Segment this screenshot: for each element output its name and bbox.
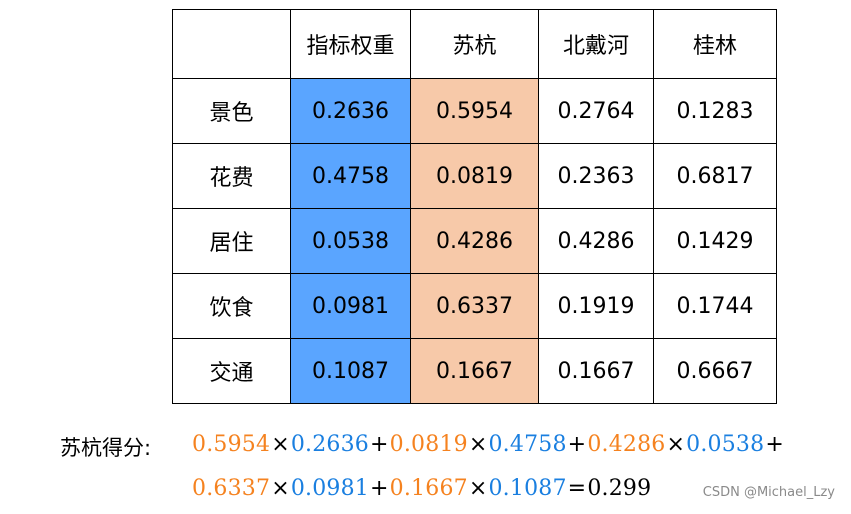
formula-label: 苏杭得分:: [60, 436, 152, 460]
row-label: 景色: [172, 78, 291, 144]
watermark: CSDN @Michael_Lzy: [702, 485, 835, 500]
formula-number: 0.0819: [389, 432, 468, 457]
beidaihe-cell: 0.1919: [538, 273, 654, 339]
weight-cell: 0.1087: [290, 338, 411, 404]
header-empty-cell: [172, 9, 291, 79]
guilin-cell: 0.1283: [653, 78, 777, 144]
formula-operator: +: [370, 476, 389, 501]
formula-operator: +: [370, 432, 389, 457]
table-row: 交通 0.1087 0.1667 0.1667 0.6667: [172, 338, 777, 404]
formula-number: 0.0981: [290, 476, 370, 501]
table-header-row: 指标权重 苏杭 北戴河 桂林: [172, 9, 777, 79]
row-label: 交通: [172, 338, 291, 404]
formula-number: 0.5954: [192, 432, 271, 457]
guilin-cell: 0.1744: [653, 273, 777, 339]
suhang-cell: 0.4286: [410, 208, 539, 274]
header-beidaihe: 北戴河: [538, 9, 654, 79]
guilin-cell: 0.6667: [653, 338, 777, 404]
beidaihe-cell: 0.2363: [538, 143, 654, 209]
formula-operator: +: [765, 432, 784, 457]
row-label: 饮食: [172, 273, 291, 339]
beidaihe-cell: 0.4286: [538, 208, 654, 274]
weight-cell: 0.0981: [290, 273, 411, 339]
table-row: 居住 0.0538 0.4286 0.4286 0.1429: [172, 208, 777, 274]
weight-cell: 0.4758: [290, 143, 411, 209]
formula-number: 0.4758: [488, 432, 567, 457]
formula-number: 0.299: [587, 476, 652, 501]
suhang-cell: 0.1667: [410, 338, 539, 404]
formula-number: 0.6337: [192, 476, 271, 501]
suhang-cell: 0.6337: [410, 273, 539, 339]
formula-operator: +: [567, 432, 587, 457]
weight-cell: 0.0538: [290, 208, 411, 274]
suhang-cell: 0.0819: [410, 143, 539, 209]
formula-line-2: 0.6337×0.0981+0.1667×0.1087=0.299: [192, 476, 651, 501]
formula-number: 0.1087: [488, 476, 567, 501]
formula-operator: ×: [468, 432, 488, 457]
weights-table: 指标权重 苏杭 北戴河 桂林 景色 0.2636 0.5954 0.2764 0…: [172, 9, 777, 404]
formula-number: 0.0538: [686, 432, 765, 457]
formula-operator: ×: [468, 476, 488, 501]
guilin-cell: 0.6817: [653, 143, 777, 209]
formula-number: 0.1667: [389, 476, 468, 501]
row-label: 居住: [172, 208, 291, 274]
suhang-cell: 0.5954: [410, 78, 539, 144]
formula-operator: ×: [271, 432, 290, 457]
header-suhang: 苏杭: [410, 9, 539, 79]
row-label: 花费: [172, 143, 291, 209]
table-row: 花费 0.4758 0.0819 0.2363 0.6817: [172, 143, 777, 209]
beidaihe-cell: 0.2764: [538, 78, 654, 144]
weight-cell: 0.2636: [290, 78, 411, 144]
formula-operator: =: [567, 476, 587, 501]
formula-number: 0.2636: [290, 432, 370, 457]
table-row: 景色 0.2636 0.5954 0.2764 0.1283: [172, 78, 777, 144]
beidaihe-cell: 0.1667: [538, 338, 654, 404]
header-guilin: 桂林: [653, 9, 777, 79]
guilin-cell: 0.1429: [653, 208, 777, 274]
formula-number: 0.4286: [587, 432, 666, 457]
formula-operator: ×: [666, 432, 686, 457]
header-weight: 指标权重: [290, 9, 411, 79]
table-row: 饮食 0.0981 0.6337 0.1919 0.1744: [172, 273, 777, 339]
formula-line-1: 0.5954×0.2636+0.0819×0.4758+0.4286×0.053…: [192, 432, 785, 457]
formula-operator: ×: [271, 476, 290, 501]
